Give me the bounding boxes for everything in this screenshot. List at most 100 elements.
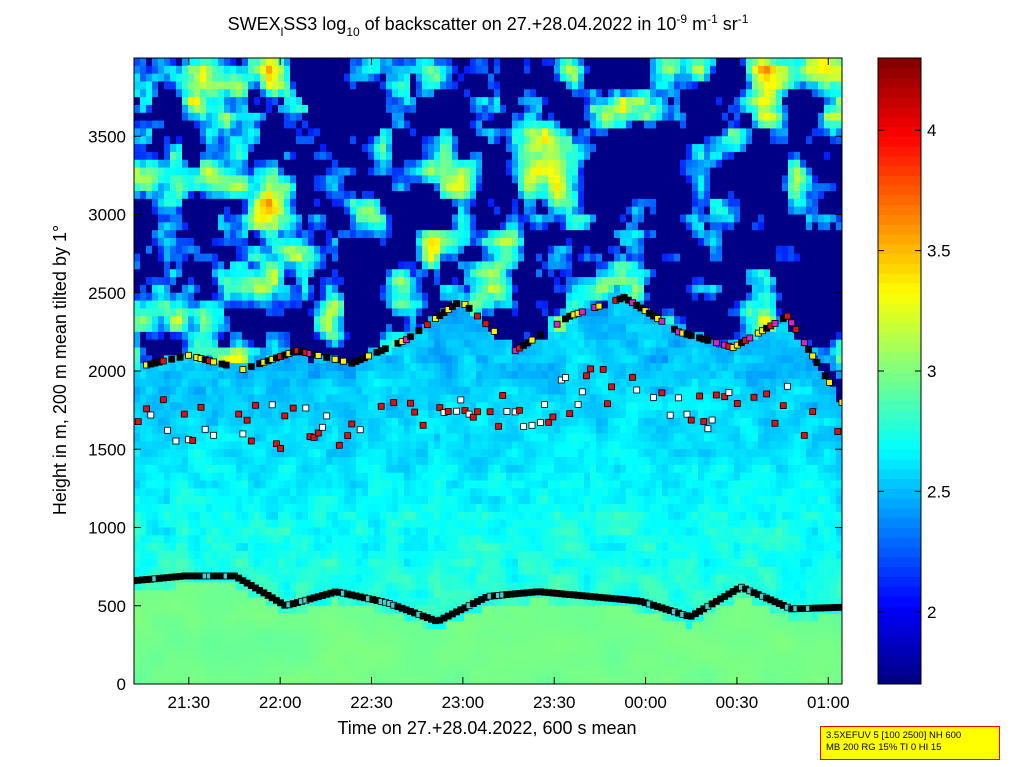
heatmap-cell xyxy=(338,261,345,270)
heatmap-cell xyxy=(374,175,381,184)
heatmap-cell xyxy=(302,660,309,669)
heatmap-cell xyxy=(470,550,477,560)
heatmap-cell xyxy=(350,198,357,208)
heatmap-cell xyxy=(470,261,477,270)
heatmap-cell xyxy=(332,230,339,239)
heatmap-cell xyxy=(392,496,399,505)
heatmap-cell xyxy=(290,316,297,325)
heatmap-cell xyxy=(188,535,195,544)
heatmap-cell xyxy=(308,120,315,130)
heatmap-cell xyxy=(200,292,207,302)
heatmap-cell xyxy=(308,449,315,458)
heatmap-cell xyxy=(194,81,201,90)
heatmap-cell xyxy=(164,629,171,638)
heatmap-cell xyxy=(374,65,381,75)
heatmap-cell xyxy=(434,331,441,341)
heatmap-cell xyxy=(356,331,363,341)
heatmap-cell xyxy=(164,394,171,403)
heatmap-cell xyxy=(224,144,231,153)
heatmap-cell xyxy=(410,261,417,270)
heatmap-cell xyxy=(188,543,195,552)
heatmap-cell xyxy=(398,73,405,83)
heatmap-cell xyxy=(416,136,423,145)
heatmap-cell xyxy=(350,151,357,161)
heatmap-cell xyxy=(212,488,219,497)
heatmap-cell xyxy=(320,73,327,83)
heatmap-cell xyxy=(212,613,219,623)
heatmap-cell xyxy=(488,331,495,341)
heatmap-cell xyxy=(140,668,147,677)
heatmap-cell xyxy=(446,363,453,372)
heatmap-cell xyxy=(278,644,285,654)
heatmap-cell xyxy=(224,566,231,576)
heatmap-cell xyxy=(152,144,159,153)
heatmap-cell xyxy=(434,449,441,458)
heatmap-cell xyxy=(236,425,243,435)
heatmap-cell xyxy=(218,433,225,443)
heatmap-cell xyxy=(404,511,411,521)
heatmap-cell xyxy=(458,58,465,67)
heatmap-cell xyxy=(404,65,411,75)
heatmap-cell xyxy=(212,128,219,137)
heatmap-cell xyxy=(254,464,261,474)
heatmap-cell xyxy=(344,324,351,333)
heatmap-cell xyxy=(146,417,153,427)
heatmap-cell xyxy=(200,112,207,122)
heatmap-cell xyxy=(368,120,375,130)
heatmap-cell xyxy=(428,605,435,615)
heatmap-cell xyxy=(254,621,261,630)
heatmap-cell xyxy=(242,668,249,677)
heatmap-cell xyxy=(326,488,333,497)
heatmap-cell xyxy=(374,112,381,122)
heatmap-cell xyxy=(410,676,417,684)
heatmap-cell xyxy=(350,253,357,263)
heatmap-cell xyxy=(338,206,345,216)
heatmap-cell xyxy=(362,277,369,286)
heatmap-cell xyxy=(182,621,189,630)
heatmap-cell xyxy=(134,449,141,458)
heatmap-cell xyxy=(416,214,423,223)
heatmap-cell xyxy=(440,284,447,294)
heatmap-cell xyxy=(452,104,459,114)
heatmap-cell xyxy=(194,159,201,169)
heatmap-cell xyxy=(146,183,153,192)
heatmap-cell xyxy=(266,410,273,419)
heatmap-cell xyxy=(260,660,267,669)
heatmap-cell xyxy=(500,261,507,270)
heatmap-cell xyxy=(236,378,243,388)
heatmap-cell xyxy=(302,543,309,552)
heatmap-cell xyxy=(170,449,177,458)
heatmap-cell xyxy=(224,81,231,90)
heatmap-cell xyxy=(308,230,315,239)
heatmap-cell xyxy=(170,284,177,294)
heatmap-cell xyxy=(500,58,507,67)
heatmap-cell xyxy=(170,269,177,278)
heatmap-cell xyxy=(500,144,507,153)
heatmap-cell xyxy=(308,128,315,137)
heatmap-cell xyxy=(392,316,399,325)
heatmap-cell xyxy=(278,676,285,684)
heatmap-cell xyxy=(332,582,339,591)
heatmap-cell xyxy=(266,535,273,544)
heatmap-cell xyxy=(296,660,303,669)
heatmap-cell xyxy=(188,230,195,239)
heatmap-cell xyxy=(404,425,411,435)
heatmap-cell xyxy=(260,222,267,231)
heatmap-cell xyxy=(224,535,231,544)
heatmap-cell xyxy=(338,175,345,184)
heatmap-cell xyxy=(296,230,303,239)
heatmap-cell xyxy=(146,191,153,200)
heatmap-cell xyxy=(350,527,357,536)
heatmap-cell xyxy=(284,378,291,388)
heatmap-cell xyxy=(458,402,465,411)
heatmap-cell xyxy=(506,183,513,192)
heatmap-cell xyxy=(224,417,231,427)
heatmap-cell xyxy=(170,629,177,638)
heatmap-cell xyxy=(140,284,147,294)
heatmap-cell xyxy=(290,269,297,278)
heatmap-cell xyxy=(500,519,507,529)
heatmap-cell xyxy=(254,316,261,325)
heatmap-cell xyxy=(206,621,213,630)
heatmap-cell xyxy=(380,511,387,521)
heatmap-cell xyxy=(320,582,327,591)
